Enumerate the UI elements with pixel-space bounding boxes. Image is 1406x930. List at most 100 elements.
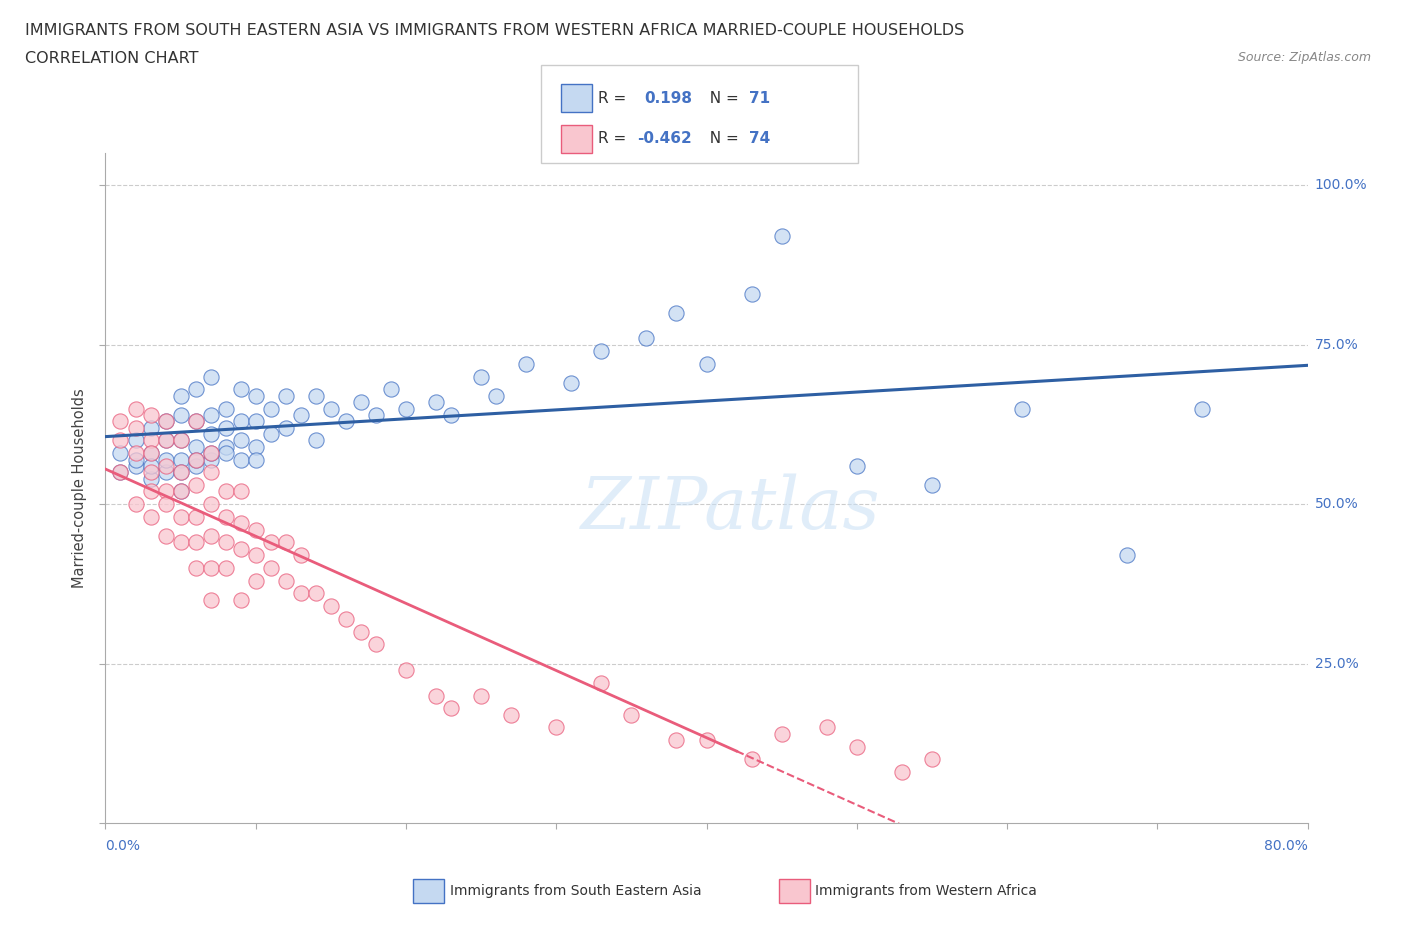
Point [921,751,943,766]
Text: CORRELATION CHART: CORRELATION CHART [25,51,198,66]
Point [139,445,162,460]
Point [1116,548,1139,563]
Point [741,286,763,301]
Point [470,688,492,703]
Point [260,535,283,550]
Point [274,389,297,404]
Point [350,394,373,409]
Point [665,733,688,748]
Point [124,433,146,448]
Point [440,407,463,422]
Point [200,497,222,512]
Point [110,433,132,448]
Point [200,592,222,607]
Text: 100.0%: 100.0% [1315,179,1367,193]
Point [155,465,177,480]
Point [1191,401,1213,416]
Point [184,478,207,493]
Point [169,465,191,480]
Point [560,376,582,391]
Point [200,465,222,480]
Point [200,369,222,384]
Text: ZIPatlas: ZIPatlas [581,473,880,544]
Point [425,394,447,409]
Point [636,331,658,346]
Text: Immigrants from Western Africa: Immigrants from Western Africa [815,884,1038,898]
Point [364,407,387,422]
Text: R =: R = [598,90,636,105]
Point [184,452,207,467]
Point [155,528,177,543]
Point [139,420,162,435]
Point [620,707,643,722]
Point [229,452,252,467]
Text: N =: N = [700,131,744,146]
Point [214,510,236,525]
Point [155,484,177,498]
Point [155,458,177,473]
Point [169,452,191,467]
Point [890,764,912,779]
Point [155,433,177,448]
Point [245,452,267,467]
Point [229,541,252,556]
Text: 71: 71 [749,90,770,105]
Point [184,439,207,454]
Text: 80.0%: 80.0% [1264,839,1308,854]
Point [274,573,297,588]
Point [169,535,191,550]
Point [395,662,418,677]
Point [335,612,357,627]
Point [155,433,177,448]
Point [515,356,537,371]
Point [200,528,222,543]
Text: 0.198: 0.198 [644,90,692,105]
Point [124,420,146,435]
Text: R =: R = [598,131,631,146]
Point [184,452,207,467]
Text: -0.462: -0.462 [637,131,692,146]
Text: 75.0%: 75.0% [1315,338,1358,352]
Point [169,510,191,525]
Point [260,401,283,416]
Point [260,561,283,576]
Point [139,472,162,486]
Point [110,465,132,480]
Point [139,458,162,473]
Point [245,523,267,538]
Point [169,484,191,498]
Point [319,401,342,416]
Point [665,305,688,320]
Point [214,484,236,498]
Point [274,420,297,435]
Point [845,739,868,754]
Point [155,414,177,429]
Point [260,427,283,442]
Point [155,414,177,429]
Point [110,445,132,460]
Point [546,720,568,735]
Point [380,382,402,397]
Point [815,720,838,735]
Point [245,389,267,404]
Point [1011,401,1033,416]
Point [124,445,146,460]
Point [591,344,613,359]
Point [485,389,508,404]
Point [364,637,387,652]
Point [290,407,312,422]
Point [696,733,718,748]
Text: N =: N = [700,90,744,105]
Point [696,356,718,371]
Point [305,586,328,601]
Point [155,452,177,467]
Point [169,433,191,448]
Point [169,433,191,448]
Point [184,535,207,550]
Point [591,675,613,690]
Point [200,407,222,422]
Point [184,414,207,429]
Point [155,497,177,512]
Point [741,751,763,766]
Point [214,445,236,460]
